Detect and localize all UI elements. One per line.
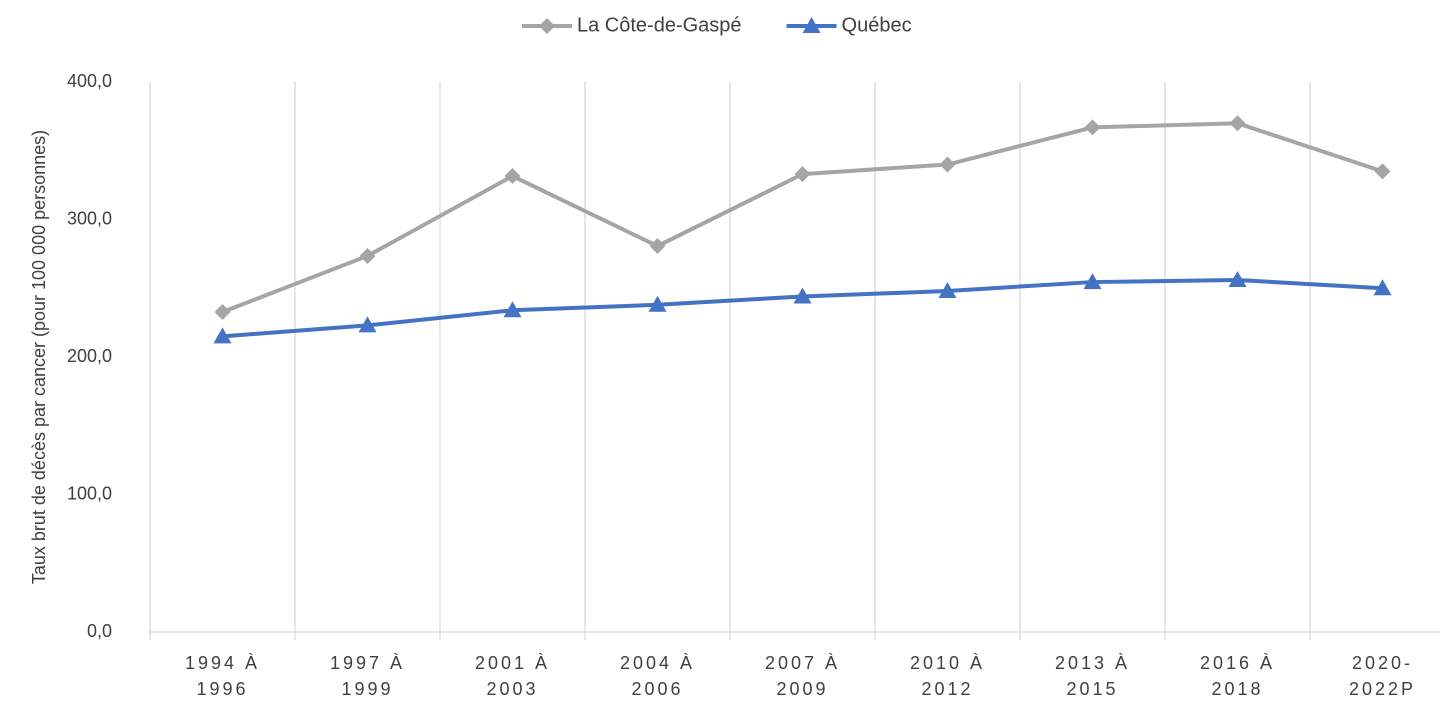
series-line	[221, 121, 1384, 314]
marker	[1083, 273, 1102, 290]
x-tick-label: 2016 À 2018	[1199, 653, 1276, 699]
marker	[939, 156, 956, 173]
marker	[358, 316, 377, 333]
marker	[213, 327, 232, 344]
marker	[504, 168, 521, 185]
marker	[794, 166, 811, 183]
marker	[649, 238, 666, 255]
x-tick-label: 1994 À 1996	[184, 653, 261, 699]
y-tick-label: 0,0	[87, 621, 112, 641]
legend-label: La Côte-de-Gaspé	[577, 14, 742, 36]
marker	[1374, 163, 1391, 180]
x-tick-label: 2020-2022P	[1348, 653, 1417, 699]
marker	[359, 247, 376, 264]
marker	[1228, 271, 1247, 287]
legend-label: Québec	[842, 14, 912, 36]
x-tick-label: 2001 À 2003	[474, 653, 551, 699]
marker	[648, 295, 667, 312]
marker	[539, 18, 555, 34]
y-tick-label: 400,0	[67, 71, 112, 91]
marker	[802, 17, 821, 33]
marker	[1084, 119, 1101, 136]
x-tick-label: 1997 À 1999	[329, 653, 406, 699]
y-tick-label: 300,0	[67, 208, 112, 228]
marker	[938, 282, 957, 298]
y-axis-label: Taux brut de décès par cancer (pour 100 …	[29, 130, 49, 584]
y-tick-label: 100,0	[67, 483, 112, 503]
marker	[214, 304, 231, 321]
y-tick-label: 200,0	[67, 346, 112, 366]
marker	[503, 301, 522, 318]
marker	[1373, 279, 1392, 296]
x-tick-label: 2007 À 2009	[764, 653, 841, 699]
x-tick-label: 2013 À 2015	[1054, 653, 1131, 699]
x-tick-label: 2004 À 2006	[619, 653, 696, 699]
marker	[793, 287, 812, 304]
x-tick-label: 2010 À 2012	[909, 653, 986, 699]
marker	[1229, 115, 1246, 132]
